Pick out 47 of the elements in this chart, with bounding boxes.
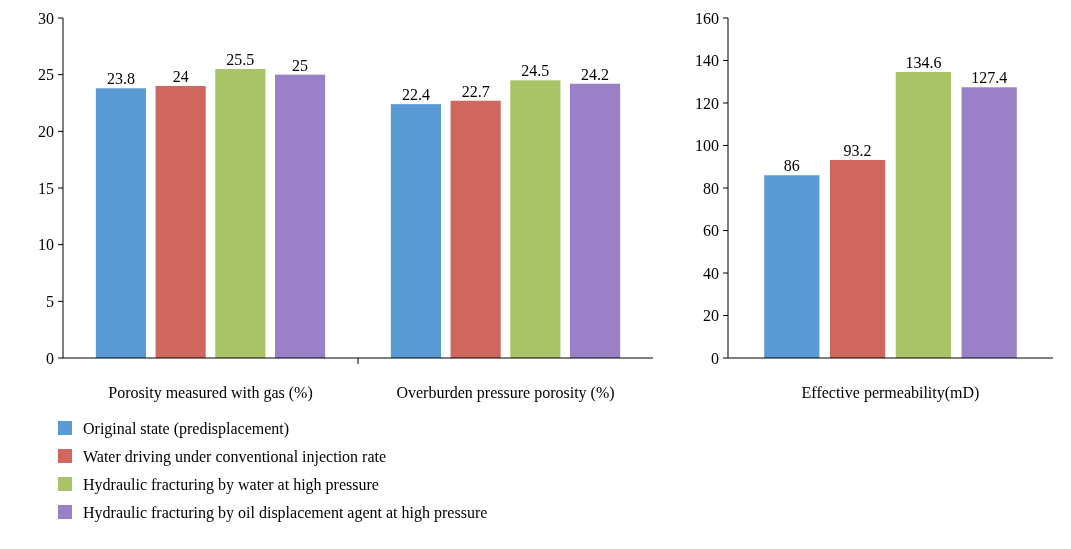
data-label: 25.5 xyxy=(226,51,255,68)
legend-label: Original state (predisplacement) xyxy=(83,419,290,438)
bar xyxy=(829,159,886,358)
y-tick-label: 5 xyxy=(46,292,54,310)
legend-label: Hydraulic fracturing by oil displacement agent at high pressure xyxy=(83,503,488,522)
bar xyxy=(961,87,1017,358)
bar xyxy=(895,71,952,358)
bar xyxy=(215,69,266,358)
data-label: 24 xyxy=(172,68,189,85)
y-tick-label: 10 xyxy=(38,236,54,254)
y-tick-label: 80 xyxy=(703,179,719,197)
x-axis-title: Effective permeability(mD) xyxy=(801,384,980,402)
data-label: 86 xyxy=(783,157,800,175)
y-tick-label: 100 xyxy=(695,137,719,155)
data-label: 22.7 xyxy=(461,82,490,100)
bar xyxy=(569,83,621,358)
x-tick-label: Porosity measured with gas (%) xyxy=(108,384,313,402)
y-tick-label: 0 xyxy=(46,349,54,367)
bar xyxy=(510,80,561,358)
legend-label: Hydraulic fracturing by water at high pressure xyxy=(83,475,379,494)
bar xyxy=(95,88,147,358)
data-label: 93.2 xyxy=(843,141,872,159)
bar xyxy=(390,104,442,358)
data-label: 23.8 xyxy=(106,70,135,88)
y-tick-label: 40 xyxy=(703,264,719,282)
data-label: 127.4 xyxy=(971,69,1008,87)
data-label: 24.2 xyxy=(581,65,610,83)
y-tick-label: 60 xyxy=(703,222,719,240)
y-tick-label: 15 xyxy=(38,179,54,197)
y-tick-label: 25 xyxy=(38,66,54,84)
bar xyxy=(450,100,501,358)
data-label: 134.6 xyxy=(905,53,942,71)
bar xyxy=(274,74,326,358)
x-tick-label: Overburden pressure porosity (%) xyxy=(396,384,615,402)
y-tick-label: 20 xyxy=(703,307,719,325)
y-tick-label: 20 xyxy=(38,122,54,140)
data-label: 24.5 xyxy=(521,62,550,80)
data-label: 22.4 xyxy=(401,86,430,104)
y-tick-label: 160 xyxy=(695,9,719,27)
bar xyxy=(155,86,206,358)
y-tick-label: 30 xyxy=(38,9,54,27)
y-tick-label: 0 xyxy=(711,349,719,367)
legend-label: Water driving under conventional injection rate xyxy=(83,447,387,466)
y-tick-label: 120 xyxy=(695,94,719,112)
bar xyxy=(764,175,820,358)
y-tick-label: 140 xyxy=(695,52,719,70)
data-label: 25 xyxy=(292,56,309,74)
